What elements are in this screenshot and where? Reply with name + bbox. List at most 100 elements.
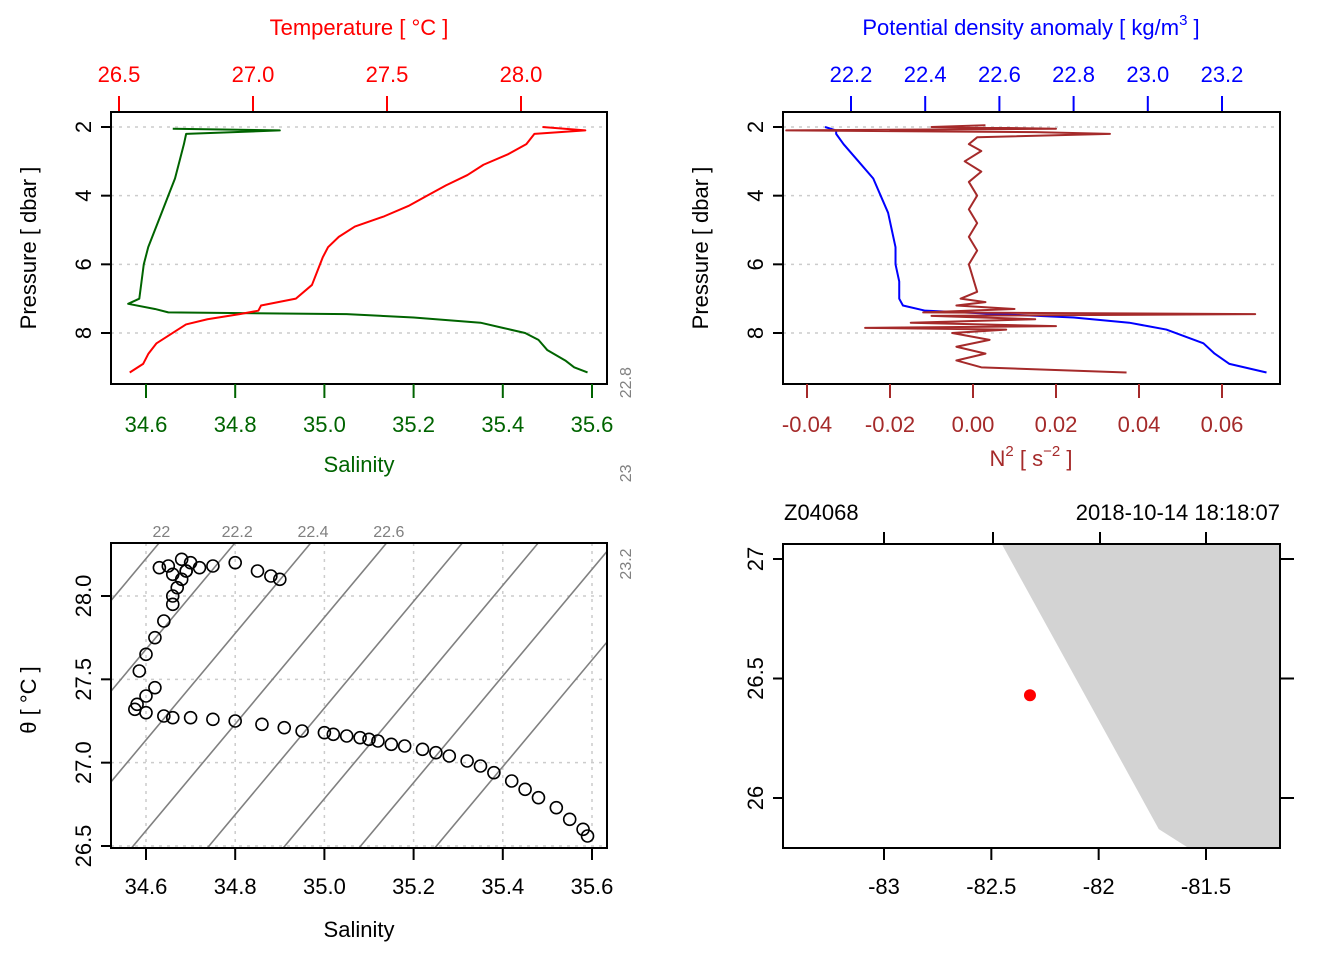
bottom-tick-label: -0.04: [782, 412, 832, 437]
isopycnal-line: [357, 550, 607, 848]
land-polygon: [1002, 544, 1279, 848]
n2-line: [785, 124, 1257, 374]
ts-point: [317, 725, 332, 740]
ts-point: [549, 800, 564, 815]
bottom-tick-label: 35.2: [392, 874, 435, 899]
ts-diagram-panel: 22 22.2 22.4 22.6 22.8 23 23.2 26.5 27.0 27.5 28.…: [16, 367, 635, 942]
ts-point: [473, 759, 488, 773]
ts-point: [429, 745, 443, 760]
density-axis-title: Potential density anomaly [ kg/m3 ]: [862, 12, 1199, 40]
top-tick-label: 22.6: [978, 62, 1021, 87]
lat-tick-label: 26: [743, 786, 768, 810]
isopycnal-line: [433, 640, 607, 848]
ts-point: [371, 734, 385, 748]
ts-point: [174, 552, 189, 567]
ts-point: [504, 774, 519, 788]
ts-profile-plot-box: [110, 111, 608, 385]
y-tick-label: 4: [71, 190, 96, 202]
isopycnal-label: 23.2: [618, 548, 635, 579]
lon-tick-label: -83: [868, 874, 900, 899]
ts-point: [139, 647, 153, 662]
isopycnal-label: 22.2: [222, 524, 253, 541]
ts-point: [228, 714, 242, 728]
station-map-plot-box: [782, 543, 1281, 849]
bottom-tick-label: 0.02: [1035, 412, 1078, 437]
top-tick-label: 22.4: [904, 62, 947, 87]
isopycnal-label: 22: [152, 524, 170, 541]
ts-point: [362, 732, 376, 747]
isopycnal-label: 22.8: [618, 367, 635, 398]
ts-point: [192, 560, 207, 575]
ts-point: [157, 614, 171, 628]
y-tick-label: 2: [743, 121, 768, 133]
ts-diagram-plot-box: [110, 542, 608, 849]
ts-point: [165, 567, 180, 582]
y-tick-label: 28.0: [71, 575, 96, 618]
ts-point: [353, 730, 367, 745]
bottom-tick-label: 34.8: [214, 874, 257, 899]
bottom-tick-label: 35.4: [481, 412, 524, 437]
ts-point: [206, 559, 220, 573]
isopycnal-line: [111, 543, 236, 693]
ts-point: [580, 829, 595, 843]
theta-axis-title: θ [ °C ]: [16, 666, 41, 733]
y-tick-label: 4: [743, 190, 768, 202]
ts-point: [415, 742, 430, 757]
ts-point: [277, 720, 292, 735]
temperature-line: [129, 126, 587, 374]
bottom-tick-label: 35.6: [571, 412, 614, 437]
ts-point: [165, 589, 180, 603]
density-line: [824, 126, 1267, 374]
ts-point: [460, 754, 474, 768]
ts-point: [157, 709, 171, 723]
ts-point: [148, 630, 162, 645]
isopycnal-label: 22.6: [373, 524, 404, 541]
station-datetime: 2018-10-14 18:18:07: [1076, 500, 1280, 525]
ts-point: [326, 727, 341, 742]
bottom-tick-label: 34.6: [125, 874, 168, 899]
ts-point: [255, 717, 269, 732]
bottom-tick-label: 0.00: [952, 412, 995, 437]
lat-tick-label: 26.5: [743, 657, 768, 700]
isopycnal-line: [206, 543, 464, 848]
ts-point: [576, 822, 590, 837]
ts-point: [487, 765, 501, 780]
ts-point: [179, 564, 193, 578]
ts-point: [531, 790, 546, 805]
ts-point: [170, 580, 185, 595]
y-tick-label: 27.0: [71, 741, 96, 784]
bottom-tick-label: 35.6: [571, 874, 614, 899]
y-tick-label: 6: [71, 258, 96, 270]
bottom-tick-label: 34.6: [125, 412, 168, 437]
bottom-tick-label: 35.0: [303, 874, 346, 899]
station-map-panel: Z04068 2018-10-14 18:18:07 -83 -82.5 -82 -8…: [743, 500, 1294, 899]
bottom-tick-label: 34.8: [214, 412, 257, 437]
ts-point: [442, 749, 457, 763]
ts-point: [165, 597, 180, 612]
top-tick-label: 23.2: [1201, 62, 1244, 87]
ts-point: [206, 712, 220, 727]
ts-point: [339, 729, 354, 743]
bottom-tick-label: 0.06: [1201, 412, 1244, 437]
salinity-axis-title: Salinity: [324, 452, 395, 477]
station-label: Z04068: [784, 500, 859, 525]
top-tick-label: 23.0: [1126, 62, 1169, 87]
ts-point: [161, 559, 176, 573]
ts-point: [228, 555, 242, 570]
isopycnal-label: 22.4: [297, 524, 328, 541]
ts-point: [139, 705, 153, 720]
salinity-axis-title-2: Salinity: [324, 917, 395, 942]
ts-profile-panel: Temperature [ °C ] 26.5 27.0 27.5 28.0 2 4 6 8…: [16, 15, 613, 477]
bottom-tick-label: -0.02: [865, 412, 915, 437]
density-n2-panel: Potential density anomaly [ kg/m3 ] 22.2…: [688, 12, 1281, 471]
ts-point: [139, 689, 153, 703]
top-tick-label: 26.5: [98, 62, 141, 87]
y-tick-label: 27.5: [71, 658, 96, 701]
top-tick-label: 27.5: [366, 62, 409, 87]
station-marker: [1023, 689, 1036, 702]
temperature-axis-title: Temperature [ °C ]: [270, 15, 449, 40]
lon-tick-label: -82.5: [966, 874, 1016, 899]
ts-point: [562, 812, 577, 827]
pressure-axis-title: Pressure [ dbar ]: [16, 167, 41, 330]
salinity-line: [127, 127, 588, 374]
